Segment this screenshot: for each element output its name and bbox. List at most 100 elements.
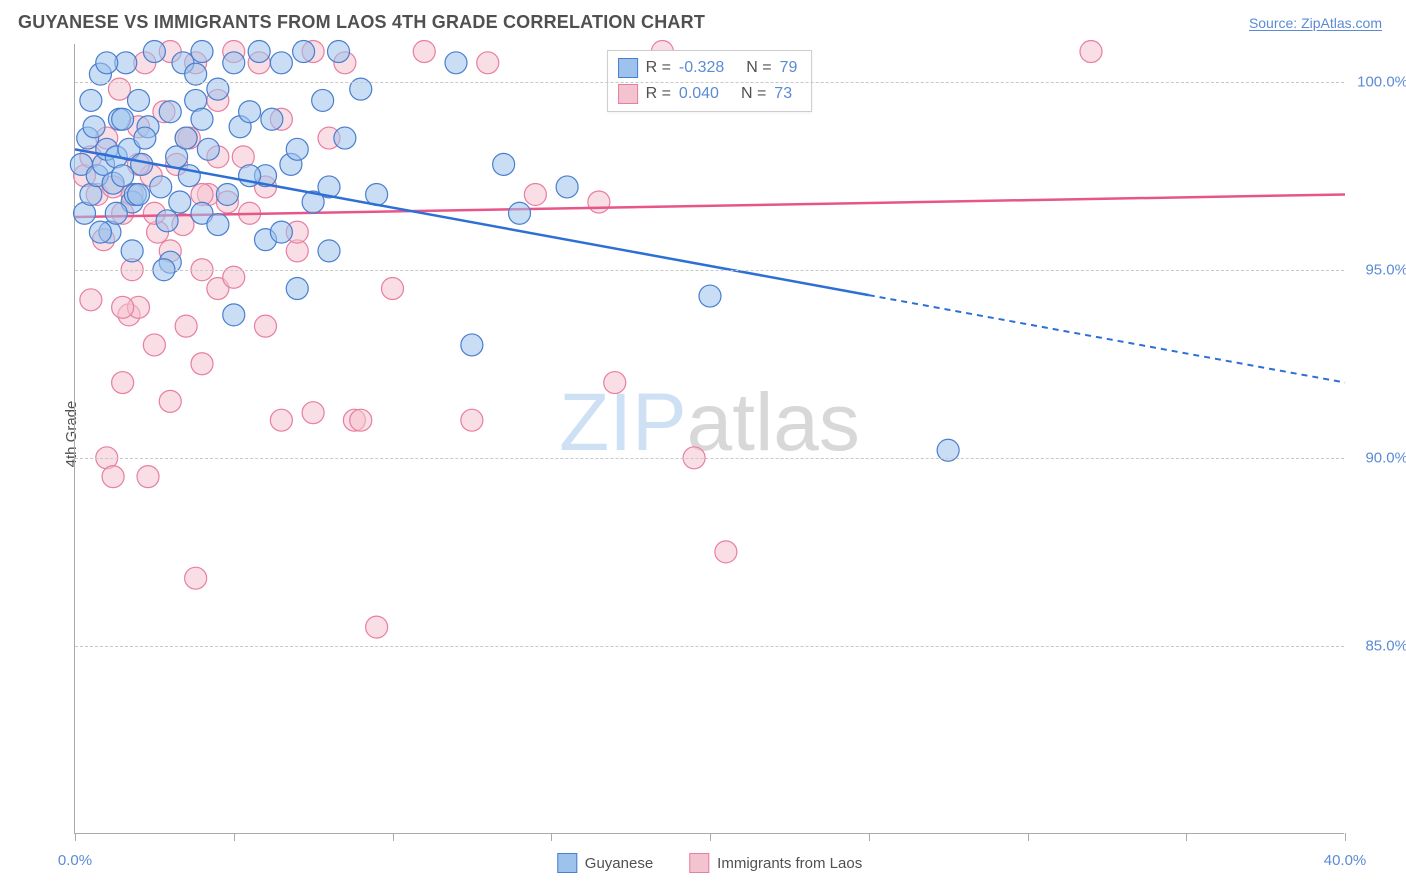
legend-swatch-pink (618, 84, 638, 104)
n-label: N = (746, 55, 771, 81)
scatter-point (83, 116, 105, 138)
scatter-point (185, 567, 207, 589)
scatter-point (131, 153, 153, 175)
scatter-point (112, 108, 134, 130)
legend-row-blue: R = -0.328 N = 79 (618, 55, 798, 81)
scatter-point (156, 210, 178, 232)
scatter-point (1080, 41, 1102, 63)
legend-swatch-blue (618, 58, 638, 78)
scatter-point (556, 176, 578, 198)
scatter-point (134, 127, 156, 149)
legend-item-blue: Guyanese (557, 853, 653, 873)
gridline (75, 82, 1344, 83)
x-tick (710, 833, 711, 841)
scatter-point (588, 191, 610, 213)
scatter-point (216, 183, 238, 205)
scatter-point (715, 541, 737, 563)
y-tick-label: 85.0% (1365, 637, 1406, 654)
scatter-point (699, 285, 721, 307)
scatter-point (312, 89, 334, 111)
x-tick (1028, 833, 1029, 841)
scatter-point (255, 315, 277, 337)
chart-container: 4th Grade ZIPatlas R = -0.328 N = 79 R =… (48, 44, 1368, 834)
scatter-point (112, 165, 134, 187)
scatter-point (493, 153, 515, 175)
scatter-point (191, 353, 213, 375)
scatter-point (239, 101, 261, 123)
n-label: N = (741, 81, 766, 107)
scatter-point (270, 221, 292, 243)
scatter-point (159, 101, 181, 123)
scatter-point (96, 52, 118, 74)
x-tick (393, 833, 394, 841)
scatter-point (223, 52, 245, 74)
scatter-point (350, 409, 372, 431)
scatter-point (382, 278, 404, 300)
scatter-point (366, 616, 388, 638)
scatter-svg (75, 44, 1344, 833)
legend-label-pink: Immigrants from Laos (717, 855, 862, 872)
scatter-point (143, 41, 165, 63)
legend-row-pink: R = 0.040 N = 73 (618, 81, 798, 107)
x-tick (75, 833, 76, 841)
legend-swatch-pink (689, 853, 709, 873)
scatter-point (159, 390, 181, 412)
n-value-blue: 79 (780, 55, 798, 81)
scatter-point (286, 278, 308, 300)
scatter-point (328, 41, 350, 63)
scatter-point (150, 176, 172, 198)
plot-area: ZIPatlas R = -0.328 N = 79 R = 0.040 N =… (74, 44, 1344, 834)
x-tick (1186, 833, 1187, 841)
chart-header: GUYANESE VS IMMIGRANTS FROM LAOS 4TH GRA… (0, 0, 1406, 41)
legend-swatch-blue (557, 853, 577, 873)
r-label: R = (646, 81, 671, 107)
legend-label-blue: Guyanese (585, 855, 653, 872)
gridline (75, 270, 1344, 271)
scatter-point (143, 334, 165, 356)
x-tick (551, 833, 552, 841)
n-value-pink: 73 (774, 81, 792, 107)
y-tick-label: 90.0% (1365, 449, 1406, 466)
scatter-point (223, 304, 245, 326)
scatter-point (318, 240, 340, 262)
source-link[interactable]: Source: ZipAtlas.com (1249, 15, 1382, 31)
scatter-point (89, 221, 111, 243)
x-tick-label: 40.0% (1324, 852, 1367, 869)
r-label: R = (646, 55, 671, 81)
y-tick-label: 100.0% (1357, 73, 1406, 90)
scatter-point (334, 127, 356, 149)
r-value-blue: -0.328 (679, 55, 724, 81)
gridline (75, 646, 1344, 647)
gridline (75, 458, 1344, 459)
scatter-point (604, 372, 626, 394)
trend-line-extrapolated (869, 295, 1345, 382)
scatter-point (261, 108, 283, 130)
scatter-point (112, 372, 134, 394)
scatter-point (477, 52, 499, 74)
scatter-point (207, 214, 229, 236)
scatter-point (270, 409, 292, 431)
scatter-point (191, 108, 213, 130)
scatter-point (270, 52, 292, 74)
scatter-point (191, 41, 213, 63)
x-tick (869, 833, 870, 841)
scatter-point (112, 296, 134, 318)
scatter-point (524, 183, 546, 205)
chart-title: GUYANESE VS IMMIGRANTS FROM LAOS 4TH GRA… (18, 12, 705, 33)
scatter-point (293, 41, 315, 63)
x-tick (234, 833, 235, 841)
x-tick-label: 0.0% (58, 852, 92, 869)
scatter-point (80, 289, 102, 311)
series-legend: Guyanese Immigrants from Laos (557, 853, 862, 873)
scatter-point (461, 409, 483, 431)
scatter-point (302, 402, 324, 424)
scatter-point (413, 41, 435, 63)
scatter-point (509, 202, 531, 224)
scatter-point (175, 127, 197, 149)
scatter-point (169, 191, 191, 213)
scatter-point (286, 138, 308, 160)
scatter-point (128, 89, 150, 111)
scatter-point (248, 41, 270, 63)
y-tick-label: 95.0% (1365, 261, 1406, 278)
scatter-point (197, 138, 219, 160)
